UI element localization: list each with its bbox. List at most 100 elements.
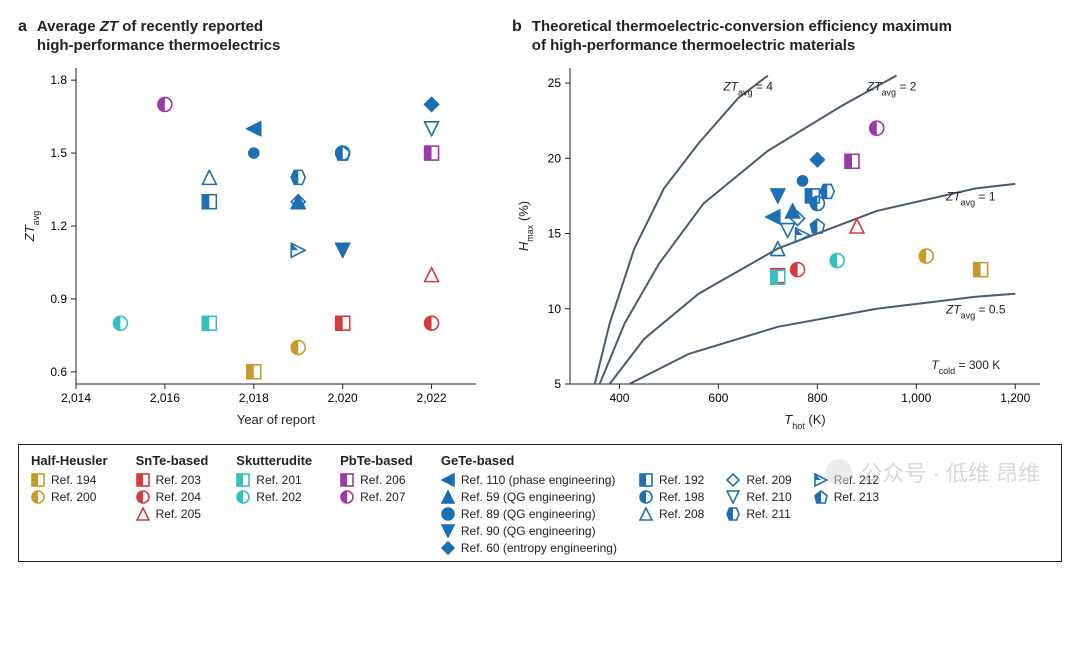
svg-text:10: 10 <box>548 301 562 315</box>
point-ref202 <box>830 253 844 267</box>
legend-item-ref206: Ref. 206 <box>340 473 413 487</box>
point-ref89 <box>798 175 808 185</box>
legend-item-ref194: Ref. 194 <box>31 473 108 487</box>
marker-icon <box>31 490 45 504</box>
legend-label: Ref. 205 <box>156 507 201 521</box>
panel-b-chart: 4006008001,0001,200510152025Thot (K)Hmax… <box>512 62 1052 432</box>
svg-text:ZTavg = 0.5: ZTavg = 0.5 <box>945 302 1006 320</box>
point-ref211 <box>820 184 834 198</box>
point-ref203 <box>336 316 350 330</box>
point-ref60 <box>425 97 439 111</box>
legend-item-ref192: Ref. 192 <box>639 473 704 487</box>
marker-icon <box>441 507 455 521</box>
legend-group-title: Skutterudite <box>236 453 312 468</box>
point-ref207 <box>870 121 884 135</box>
legend-item-ref213: Ref. 213 <box>814 490 879 504</box>
svg-text:2,020: 2,020 <box>328 391 358 405</box>
point-ref207 <box>158 97 172 111</box>
svg-text:400: 400 <box>609 391 629 405</box>
marker-icon <box>31 473 45 487</box>
svg-text:2,018: 2,018 <box>239 391 269 405</box>
point-ref208 <box>202 170 216 184</box>
marker-icon <box>136 473 150 487</box>
svg-text:Year of report: Year of report <box>237 412 316 427</box>
panel-a-title: Average ZT of recently reported high-per… <box>37 18 280 56</box>
point-ref213 <box>810 219 824 233</box>
legend-group-gete: GeTe-based Ref. 110 (phase engineering) R… <box>441 453 1049 555</box>
svg-text:Tcold = 300 K: Tcold = 300 K <box>931 357 1000 375</box>
legend-item-ref198: Ref. 198 <box>639 490 704 504</box>
legend-item-ref209: Ref. 209 <box>726 473 791 487</box>
svg-text:2,022: 2,022 <box>417 391 447 405</box>
legend-label: Ref. 211 <box>746 507 790 521</box>
legend-group: Half-Heusler Ref. 194 Ref. 200 <box>31 453 108 504</box>
svg-text:600: 600 <box>708 391 728 405</box>
legend-item-ref211: Ref. 211 <box>726 507 791 521</box>
legend-label: Ref. 209 <box>746 473 791 487</box>
svg-text:ZTavg: ZTavg <box>22 210 41 241</box>
legend-box: Half-HeuslerRef. 194Ref. 200SnTe-basedRe… <box>18 444 1062 562</box>
legend-item-ref203: Ref. 203 <box>136 473 209 487</box>
legend-group: PbTe-based Ref. 206 Ref. 207 <box>340 453 413 504</box>
marker-icon <box>639 490 653 504</box>
point-ref210 <box>781 223 795 237</box>
point-ref206 <box>845 154 859 168</box>
svg-text:0.9: 0.9 <box>50 291 67 305</box>
point-ref110 <box>766 209 780 223</box>
point-ref194 <box>974 262 988 276</box>
svg-text:25: 25 <box>548 76 562 90</box>
legend-item-ref207: Ref. 207 <box>340 490 413 504</box>
marker-icon <box>441 524 455 538</box>
point-ref90 <box>336 243 350 257</box>
svg-text:1.5: 1.5 <box>50 146 67 160</box>
legend-group-title: Half-Heusler <box>31 453 108 468</box>
svg-text:ZTavg = 4: ZTavg = 4 <box>722 79 773 97</box>
legend-label: Ref. 200 <box>51 490 96 504</box>
svg-text:Hmax (%): Hmax (%) <box>516 200 535 250</box>
legend-group-title: GeTe-based <box>441 453 1049 468</box>
svg-text:ZTavg = 2: ZTavg = 2 <box>866 79 917 97</box>
marker-icon <box>136 507 150 521</box>
marker-icon <box>236 473 250 487</box>
svg-text:1,200: 1,200 <box>1000 391 1030 405</box>
point-ref202 <box>113 316 127 330</box>
point-ref90 <box>771 188 785 202</box>
point-ref59 <box>291 194 305 208</box>
panel-a-label: a <box>18 18 27 36</box>
marker-icon <box>236 490 250 504</box>
point-ref204 <box>425 316 439 330</box>
panel-b-title: Theoretical thermoelectric-conversion ef… <box>532 18 952 56</box>
svg-text:20: 20 <box>548 151 562 165</box>
marker-icon <box>726 473 740 487</box>
svg-text:15: 15 <box>548 226 562 240</box>
marker-icon <box>136 490 150 504</box>
panel-b-label: b <box>512 18 522 36</box>
panel-a: a Average ZT of recently reported high-p… <box>18 18 488 432</box>
panel-b-title-1: Theoretical thermoelectric-conversion ef… <box>532 18 952 37</box>
legend-item-ref210: Ref. 210 <box>726 490 791 504</box>
svg-text:0.6: 0.6 <box>50 364 67 378</box>
marker-icon <box>441 541 455 555</box>
legend-item-ref90: Ref. 90 (QG engineering) <box>441 524 617 538</box>
svg-text:2,014: 2,014 <box>61 391 91 405</box>
point-ref210 <box>425 121 439 135</box>
legend-label: Ref. 192 <box>659 473 704 487</box>
legend-label: Ref. 110 (phase engineering) <box>461 473 616 487</box>
legend-group-title: PbTe-based <box>340 453 413 468</box>
svg-text:Thot (K): Thot (K) <box>784 412 825 431</box>
legend-label: Ref. 206 <box>360 473 405 487</box>
legend-label: Ref. 213 <box>834 490 879 504</box>
legend-label: Ref. 89 (QG engineering) <box>461 507 596 521</box>
point-ref200 <box>291 340 305 354</box>
panel-a-title-2: high-performance thermoelectrics <box>37 37 280 56</box>
marker-icon <box>340 473 354 487</box>
legend-item-ref89: Ref. 89 (QG engineering) <box>441 507 617 521</box>
legend-label: Ref. 194 <box>51 473 96 487</box>
legend-label: Ref. 59 (QG engineering) <box>461 490 596 504</box>
point-ref60 <box>810 152 824 166</box>
point-ref200 <box>919 249 933 263</box>
legend-item-ref201: Ref. 201 <box>236 473 312 487</box>
legend-label: Ref. 201 <box>256 473 301 487</box>
marker-icon <box>726 507 740 521</box>
legend-label: Ref. 202 <box>256 490 301 504</box>
